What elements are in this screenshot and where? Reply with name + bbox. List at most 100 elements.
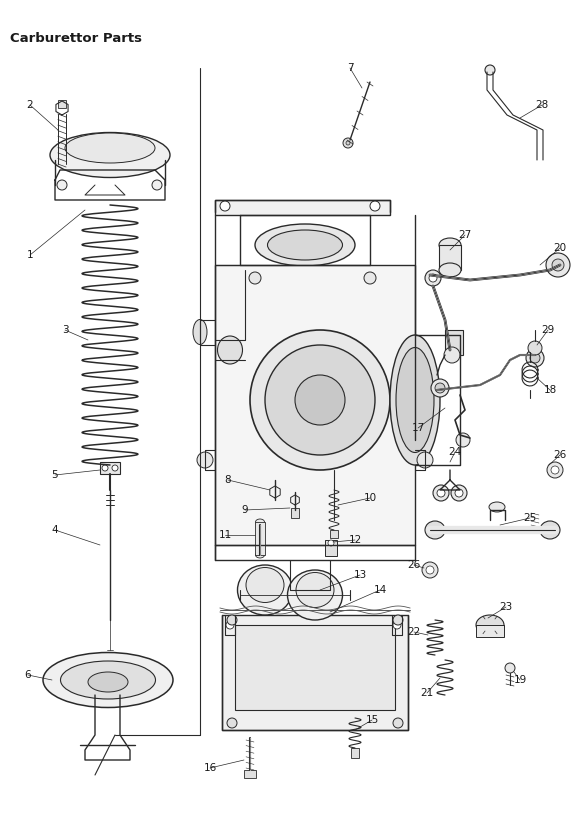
Text: 20: 20 — [553, 243, 567, 253]
Circle shape — [528, 341, 542, 355]
Circle shape — [530, 353, 540, 363]
Text: 1: 1 — [27, 250, 33, 260]
Text: 3: 3 — [62, 325, 68, 335]
Circle shape — [437, 489, 445, 497]
Ellipse shape — [439, 263, 461, 277]
Text: 15: 15 — [366, 715, 378, 725]
Ellipse shape — [396, 348, 434, 452]
Text: 16: 16 — [203, 763, 217, 773]
Circle shape — [57, 180, 67, 190]
Circle shape — [435, 383, 445, 393]
Ellipse shape — [50, 133, 170, 177]
Circle shape — [425, 270, 441, 286]
Bar — [100, 462, 120, 474]
Text: 2: 2 — [27, 100, 33, 110]
Circle shape — [364, 272, 376, 284]
Ellipse shape — [287, 570, 342, 620]
Circle shape — [444, 347, 460, 363]
Circle shape — [547, 462, 563, 478]
Text: 8: 8 — [224, 475, 231, 485]
Bar — [476, 625, 504, 637]
Text: 25: 25 — [524, 513, 536, 523]
Ellipse shape — [268, 230, 342, 260]
Text: 17: 17 — [412, 423, 424, 433]
Circle shape — [455, 489, 463, 497]
Text: 11: 11 — [219, 530, 231, 540]
Ellipse shape — [255, 224, 355, 266]
Ellipse shape — [237, 565, 293, 615]
Ellipse shape — [476, 615, 504, 635]
Ellipse shape — [61, 661, 156, 699]
Bar — [244, 770, 256, 778]
Circle shape — [227, 615, 237, 625]
Bar — [439, 245, 461, 270]
Circle shape — [220, 201, 230, 211]
Circle shape — [393, 615, 403, 625]
Circle shape — [102, 465, 108, 471]
Ellipse shape — [489, 502, 505, 512]
Ellipse shape — [439, 238, 461, 252]
Circle shape — [552, 259, 564, 271]
Circle shape — [431, 379, 449, 397]
Text: 19: 19 — [514, 675, 526, 685]
Circle shape — [433, 485, 449, 501]
Circle shape — [546, 253, 570, 277]
Text: 5: 5 — [52, 470, 58, 480]
Circle shape — [226, 621, 234, 629]
Text: 27: 27 — [458, 230, 472, 240]
Bar — [222, 615, 408, 730]
Ellipse shape — [217, 336, 243, 364]
Text: Carburettor Parts: Carburettor Parts — [10, 31, 142, 44]
Circle shape — [197, 452, 213, 468]
Text: 7: 7 — [347, 63, 353, 73]
Circle shape — [328, 540, 334, 546]
Ellipse shape — [193, 320, 207, 344]
Circle shape — [393, 621, 401, 629]
Circle shape — [370, 201, 380, 211]
Bar — [351, 748, 359, 758]
Ellipse shape — [246, 568, 284, 602]
Circle shape — [343, 138, 353, 148]
Text: 28: 28 — [535, 100, 549, 110]
Bar — [255, 522, 265, 555]
Circle shape — [485, 65, 495, 75]
Circle shape — [112, 465, 118, 471]
Bar — [58, 100, 66, 108]
Ellipse shape — [390, 335, 440, 465]
Text: 18: 18 — [543, 385, 557, 395]
Circle shape — [526, 349, 544, 367]
Ellipse shape — [255, 552, 265, 558]
Ellipse shape — [43, 653, 173, 708]
Text: 12: 12 — [349, 535, 361, 545]
Circle shape — [551, 466, 559, 474]
Text: 21: 21 — [420, 688, 434, 698]
Ellipse shape — [265, 345, 375, 455]
Ellipse shape — [250, 330, 390, 470]
Circle shape — [393, 718, 403, 728]
Circle shape — [451, 485, 467, 501]
Ellipse shape — [88, 672, 128, 692]
Text: 26: 26 — [553, 450, 567, 460]
Circle shape — [346, 141, 350, 145]
Ellipse shape — [295, 589, 325, 601]
Text: 29: 29 — [542, 325, 554, 335]
Ellipse shape — [425, 521, 445, 539]
Text: 14: 14 — [373, 585, 387, 595]
Text: 13: 13 — [353, 570, 367, 580]
Text: 4: 4 — [52, 525, 58, 535]
Bar — [325, 540, 337, 556]
Text: 22: 22 — [408, 627, 420, 637]
Circle shape — [417, 452, 433, 468]
Circle shape — [456, 433, 470, 447]
Ellipse shape — [65, 133, 155, 163]
Circle shape — [426, 566, 434, 574]
Bar — [215, 265, 415, 545]
Bar — [235, 625, 395, 710]
Circle shape — [152, 180, 162, 190]
Ellipse shape — [540, 521, 560, 539]
Circle shape — [227, 718, 237, 728]
Circle shape — [422, 562, 438, 578]
Ellipse shape — [295, 375, 345, 425]
Circle shape — [505, 663, 515, 673]
Text: 26: 26 — [408, 560, 420, 570]
